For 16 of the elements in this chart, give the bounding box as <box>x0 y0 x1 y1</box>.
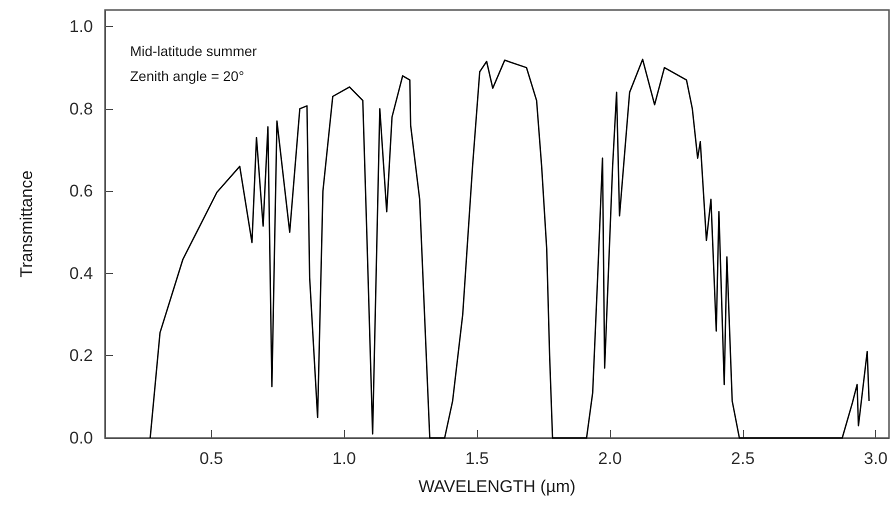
y-axis-title: Transmittance <box>17 170 36 278</box>
x-tick-label: 0.5 <box>199 449 224 468</box>
annotation: Zenith angle = 20° <box>130 68 244 84</box>
x-tick-label: 3.0 <box>864 449 888 468</box>
annotation: Mid-latitude summer <box>130 43 258 59</box>
x-tick-label: 1.0 <box>332 449 356 468</box>
x-axis-title: WAVELENGTH (µm) <box>418 477 576 496</box>
y-tick-label: 1.0 <box>69 16 93 36</box>
x-tick-label: 2.5 <box>731 449 755 468</box>
y-tick-label: 0.6 <box>69 182 93 201</box>
x-tick-label: 1.5 <box>465 449 489 468</box>
y-tick-label: 0.4 <box>69 264 93 283</box>
x-tick-label: 2.0 <box>598 449 622 468</box>
y-tick-label: 0.0 <box>69 428 93 448</box>
y-tick-label: 0.8 <box>69 99 93 118</box>
y-tick-label: 0.2 <box>69 346 93 366</box>
